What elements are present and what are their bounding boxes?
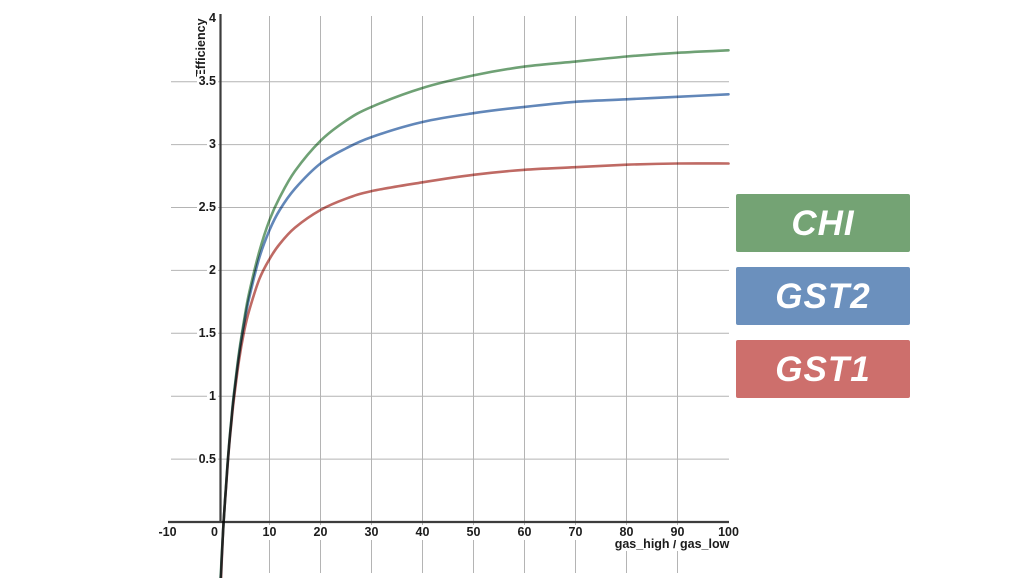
y-tick-label: 3.5 <box>196 74 218 90</box>
legend-label-gst2: GST2 <box>775 276 871 316</box>
series-curve-gst1 <box>219 162 730 578</box>
legend: CHI GST2 GST1 <box>736 194 910 413</box>
x-tick-label: 90 <box>668 525 687 540</box>
y-tick-label: 0.5 <box>196 451 218 467</box>
x-tick-label: 100 <box>716 525 741 540</box>
y-tick-label: 3 <box>207 137 218 153</box>
y-tick-label: 2 <box>207 262 218 278</box>
x-tick-label: 40 <box>413 525 432 540</box>
y-tick-label: 1 <box>207 388 218 404</box>
y-axis-title: Efficiency <box>194 18 208 78</box>
legend-label-chi: CHI <box>791 203 855 243</box>
x-tick-label: 0 <box>209 525 220 540</box>
x-tick-label: 80 <box>617 525 636 540</box>
legend-item-chi: CHI <box>736 194 910 252</box>
x-axis-title: gas_high / gas_low <box>612 537 732 551</box>
y-tick-label: 2.5 <box>196 200 218 215</box>
x-tick-label: 70 <box>566 525 585 540</box>
x-tick-label: 30 <box>362 525 381 540</box>
x-tick-label: 10 <box>260 525 279 540</box>
legend-item-gst1: GST1 <box>736 340 910 398</box>
legend-item-gst2: GST2 <box>736 267 910 325</box>
y-tick-label: 4 <box>207 11 218 27</box>
legend-label-gst1: GST1 <box>775 349 871 389</box>
y-tick-label: 1.5 <box>196 325 218 341</box>
x-tick-label: 60 <box>515 525 534 540</box>
axes <box>168 14 729 524</box>
x-tick-label: 20 <box>311 525 330 540</box>
x-tick-label: 50 <box>464 525 483 540</box>
series-curve-chi <box>219 49 730 578</box>
x-tick-label: -10 <box>156 525 179 540</box>
gridlines <box>171 16 729 573</box>
